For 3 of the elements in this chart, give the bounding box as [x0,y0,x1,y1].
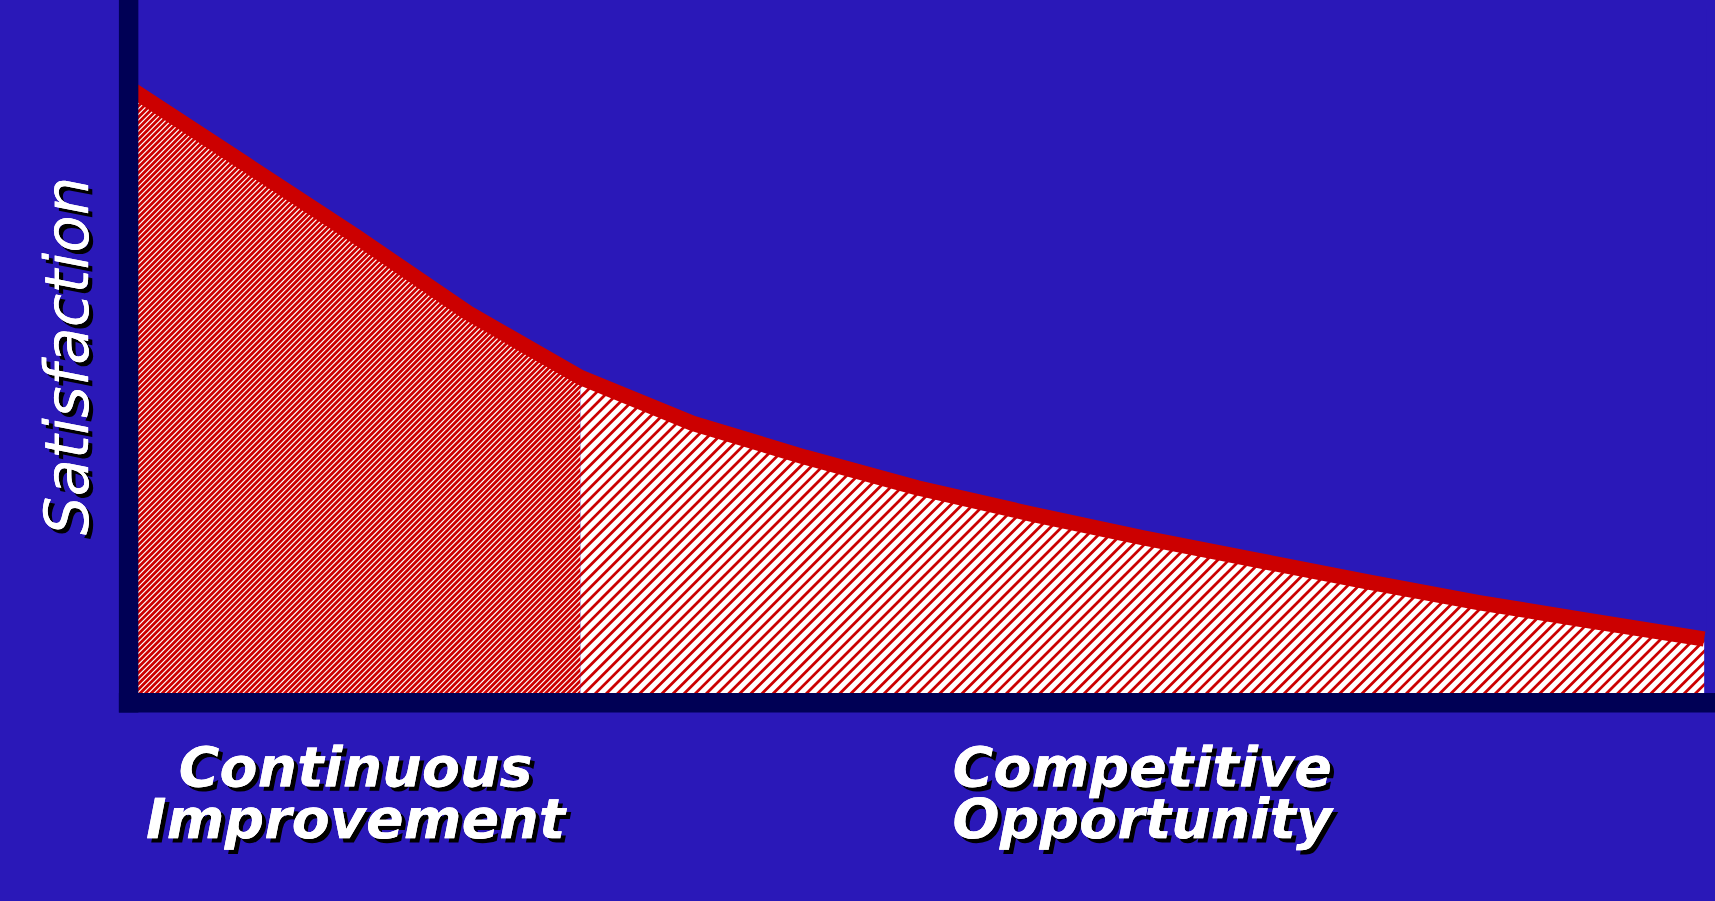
series-label: Competitive Opportunity [954,744,1339,855]
y-axis-title: Satisfaction [41,180,94,540]
series-label: Continuous Improvement [147,744,572,854]
